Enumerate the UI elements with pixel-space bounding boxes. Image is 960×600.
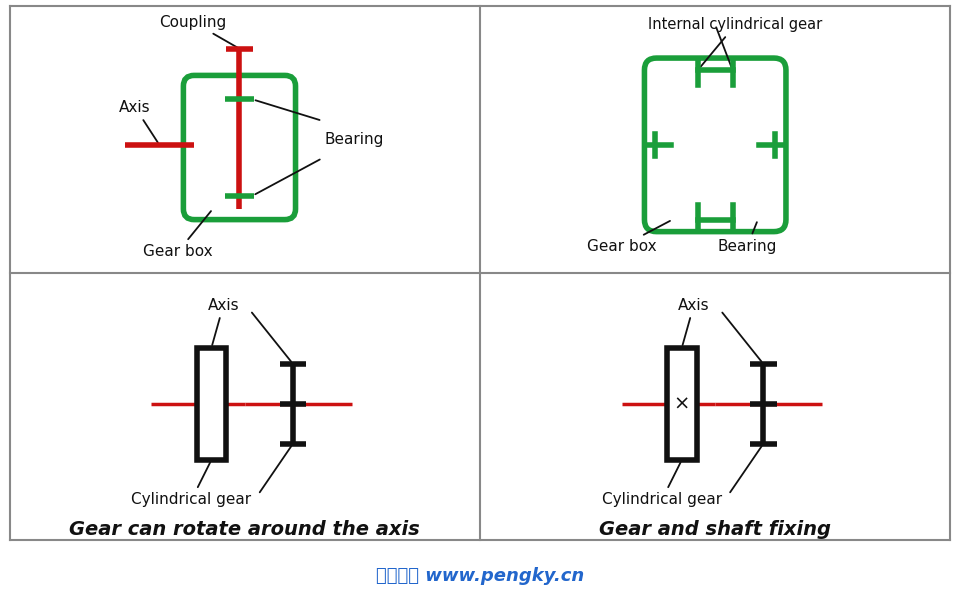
Text: Internal cylindrical gear: Internal cylindrical gear [648,17,823,68]
Text: Bearing: Bearing [324,132,384,147]
Text: Gear and shaft fixing: Gear and shaft fixing [599,520,831,539]
Text: Gear box: Gear box [143,211,213,259]
Text: Coupling: Coupling [159,14,237,47]
Text: Axis: Axis [119,100,157,143]
Text: Axis: Axis [207,298,239,345]
Text: Bearing: Bearing [717,222,777,254]
Bar [197,348,227,460]
Text: 鹏茂科艺 www.pengky.cn: 鹏茂科艺 www.pengky.cn [376,567,584,585]
Text: Cylindrical gear: Cylindrical gear [132,463,252,508]
Text: Gear can rotate around the axis: Gear can rotate around the axis [69,520,420,539]
Text: Axis: Axis [678,298,709,345]
Text: ×: × [674,394,690,413]
Text: Cylindrical gear: Cylindrical gear [602,463,722,508]
Bar [667,348,697,460]
Text: Gear box: Gear box [587,221,670,254]
